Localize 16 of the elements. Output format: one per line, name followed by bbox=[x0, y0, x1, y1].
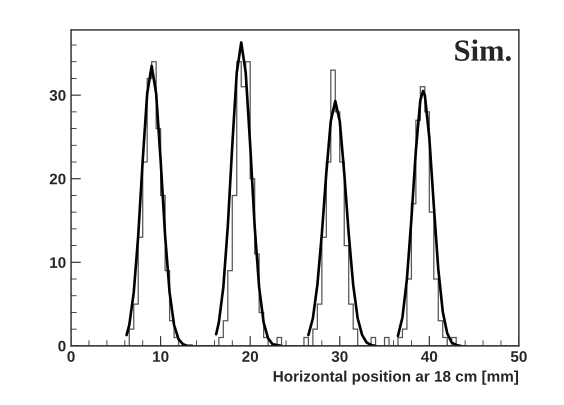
line-series bbox=[214, 41, 283, 346]
x-axis-title: Horizontal position ar 18 cm [mm] bbox=[274, 370, 518, 385]
annotation: Sim. bbox=[455, 39, 511, 62]
y-tick-label: 10 bbox=[50, 257, 66, 268]
x-tick-label: 50 bbox=[510, 351, 527, 362]
y-tick-label: 20 bbox=[50, 174, 66, 184]
x-tick-label: 40 bbox=[421, 351, 438, 362]
x-tick-label: 10 bbox=[153, 351, 168, 362]
x-tick-label: 20 bbox=[242, 351, 258, 362]
line-series bbox=[396, 90, 462, 346]
line-series bbox=[307, 100, 377, 346]
y-tick-label: 30 bbox=[50, 90, 66, 101]
x-tick-label: 30 bbox=[332, 351, 348, 362]
line-series bbox=[125, 64, 194, 346]
y-tick-label: 0 bbox=[58, 340, 66, 352]
x-tick-label: 0 bbox=[67, 351, 75, 362]
